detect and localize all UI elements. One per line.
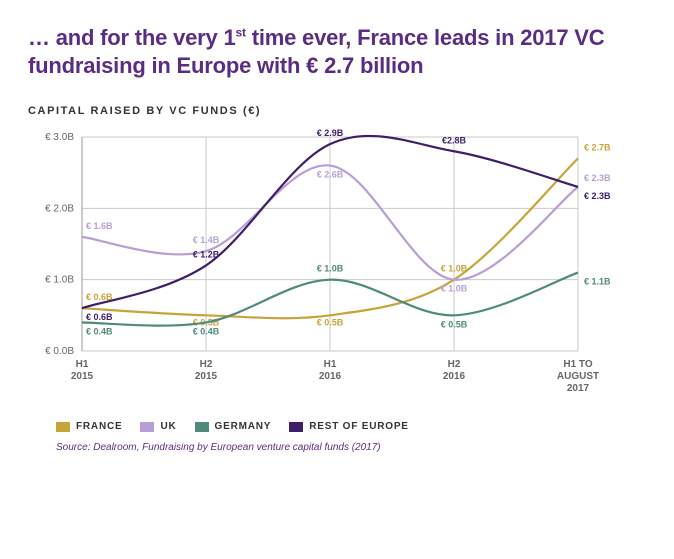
source-text: Source: Dealroom, Fundraising by Europea… bbox=[56, 442, 646, 453]
svg-text:2016: 2016 bbox=[443, 371, 466, 382]
point-label: € 1.0B bbox=[317, 264, 344, 274]
page-title: … and for the very 1st time ever, France… bbox=[28, 24, 646, 79]
legend-label: UK bbox=[160, 421, 176, 432]
legend: FRANCE UK GERMANY REST OF EUROPE bbox=[56, 421, 646, 432]
point-label: € 2.7B bbox=[584, 142, 611, 152]
svg-text:H1: H1 bbox=[76, 359, 89, 370]
legend-item-rest-of-europe: REST OF EUROPE bbox=[289, 421, 409, 432]
point-label: € 1.0B bbox=[441, 264, 468, 274]
point-label: € 2.3B bbox=[584, 173, 611, 183]
legend-item-uk: UK bbox=[140, 421, 176, 432]
point-label: € 1.2B bbox=[193, 249, 220, 259]
svg-text:2015: 2015 bbox=[195, 371, 218, 382]
legend-swatch bbox=[56, 422, 70, 432]
svg-text:2017: 2017 bbox=[567, 383, 590, 394]
svg-text:H2: H2 bbox=[448, 359, 461, 370]
svg-text:H1 TO: H1 TO bbox=[563, 359, 592, 370]
point-label: € 1.1B bbox=[584, 277, 611, 287]
legend-item-germany: GERMANY bbox=[195, 421, 272, 432]
point-label: € 0.4B bbox=[86, 326, 113, 336]
svg-text:€ 3.0B: € 3.0B bbox=[45, 132, 74, 143]
point-label: € 2.9B bbox=[317, 128, 344, 138]
legend-label: FRANCE bbox=[76, 421, 122, 432]
svg-text:AUGUST: AUGUST bbox=[557, 371, 599, 382]
point-label: €2.8B bbox=[442, 135, 467, 145]
line-chart: € 0.0B€ 1.0B€ 2.0B€ 3.0BH12015H22015H120… bbox=[28, 127, 628, 407]
svg-text:€ 2.0B: € 2.0B bbox=[45, 203, 74, 214]
legend-item-france: FRANCE bbox=[56, 421, 122, 432]
svg-text:€ 0.0B: € 0.0B bbox=[45, 346, 74, 357]
svg-text:2016: 2016 bbox=[319, 371, 342, 382]
point-label: € 0.5B bbox=[441, 319, 468, 329]
legend-swatch bbox=[289, 422, 303, 432]
point-label: € 0.6B bbox=[86, 312, 113, 322]
chart-container: € 0.0B€ 1.0B€ 2.0B€ 3.0BH12015H22015H120… bbox=[28, 127, 646, 407]
legend-label: GERMANY bbox=[215, 421, 272, 432]
point-label: € 2.3B bbox=[584, 191, 611, 201]
point-label: € 1.4B bbox=[193, 235, 220, 245]
svg-text:H1: H1 bbox=[324, 359, 337, 370]
point-label: € 1.6B bbox=[86, 221, 113, 231]
point-label: € 0.4B bbox=[193, 326, 220, 336]
point-label: € 0.5B bbox=[317, 317, 344, 327]
svg-text:€ 1.0B: € 1.0B bbox=[45, 275, 74, 286]
svg-text:H2: H2 bbox=[200, 359, 213, 370]
chart-subtitle: CAPITAL RAISED BY VC FUNDS (€) bbox=[28, 105, 646, 117]
legend-label: REST OF EUROPE bbox=[309, 421, 409, 432]
point-label: € 2.6B bbox=[317, 170, 344, 180]
legend-swatch bbox=[195, 422, 209, 432]
legend-swatch bbox=[140, 422, 154, 432]
svg-text:2015: 2015 bbox=[71, 371, 94, 382]
point-label: € 1.0B bbox=[441, 284, 468, 294]
